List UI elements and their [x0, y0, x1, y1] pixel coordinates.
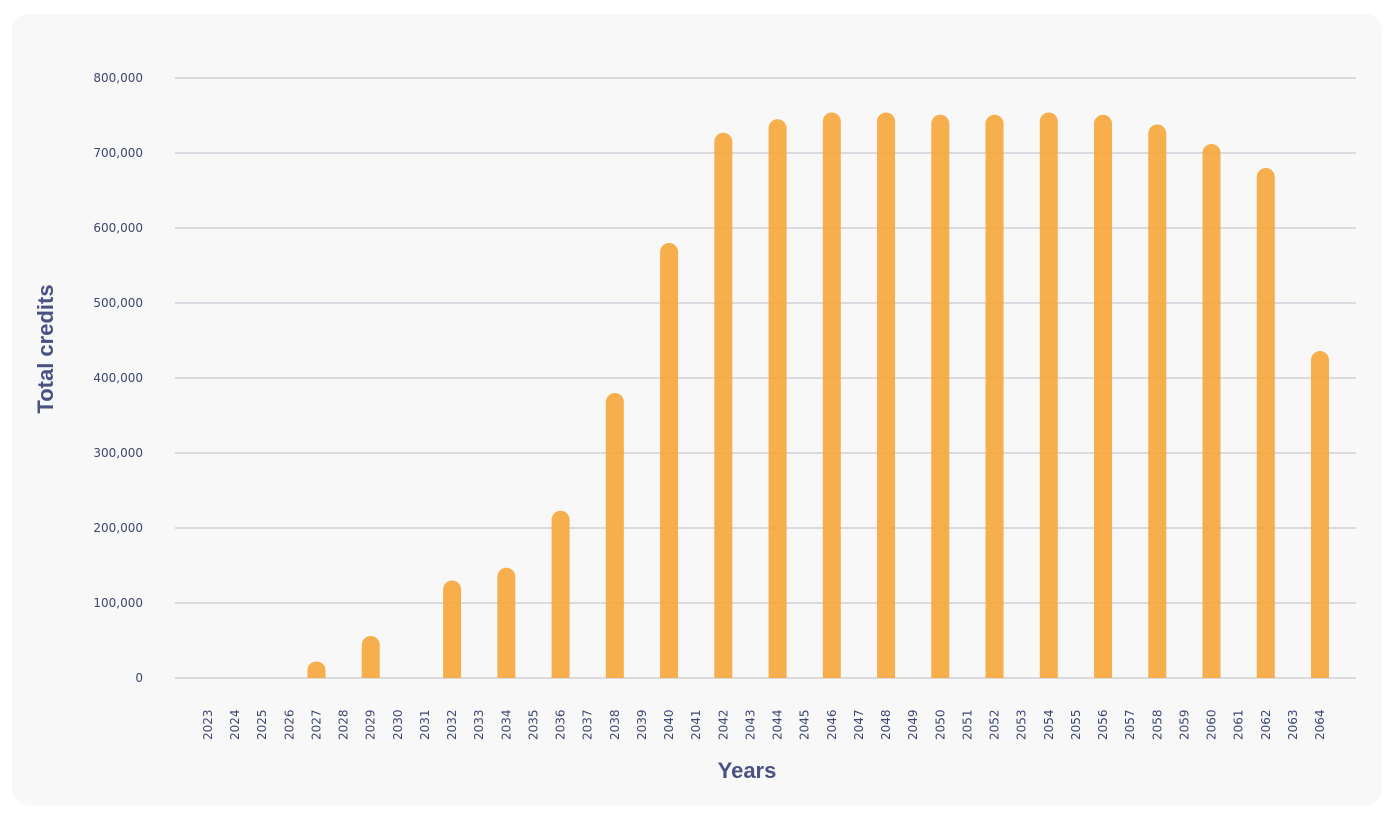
y-tick-label: 800,000	[93, 71, 143, 85]
x-tick-label: 2032	[445, 709, 459, 740]
x-tick-label: 2024	[228, 709, 242, 740]
x-tick-label: 2034	[499, 709, 513, 740]
x-tick-label: 2050	[933, 709, 947, 740]
x-tick-label: 2043	[743, 709, 757, 740]
bar-2046	[822, 112, 841, 678]
bar-2050	[931, 114, 950, 678]
y-tick-label: 400,000	[93, 371, 143, 385]
x-tick-label: 2039	[635, 709, 649, 740]
x-tick-label: 2027	[309, 709, 323, 740]
y-tick-label: 0	[135, 671, 143, 685]
x-tick-label: 2028	[337, 709, 351, 740]
x-tick-label: 2023	[201, 709, 215, 740]
x-tick-label: 2062	[1259, 709, 1273, 740]
y-tick-label: 500,000	[93, 296, 143, 310]
x-tick-label: 2054	[1042, 709, 1056, 740]
x-tick-label: 2048	[879, 709, 893, 740]
x-tick-label: 2046	[825, 709, 839, 740]
bar-2058	[1148, 124, 1167, 678]
bar-2042	[714, 132, 733, 678]
bar-2044	[768, 119, 787, 678]
x-tick-label: 2033	[472, 709, 486, 740]
x-tick-label: 2030	[391, 709, 405, 740]
y-tick-label: 700,000	[93, 146, 143, 160]
bar-2040	[660, 243, 679, 678]
x-tick-label: 2053	[1015, 709, 1029, 740]
x-tick-label: 2038	[608, 709, 622, 740]
bar-2034	[497, 567, 516, 678]
x-tick-label: 2045	[798, 709, 812, 740]
bar-2036	[551, 510, 570, 678]
x-tick-label: 2063	[1286, 709, 1300, 740]
x-tick-label: 2052	[988, 709, 1002, 740]
bar-2060	[1202, 144, 1221, 678]
x-axis-label: Years	[718, 758, 777, 783]
y-tick-label: 600,000	[93, 221, 143, 235]
x-tick-label: 2060	[1205, 709, 1219, 740]
y-tick-label: 100,000	[93, 596, 143, 610]
x-tick-label: 2035	[526, 709, 540, 740]
x-tick-label: 2049	[906, 709, 920, 740]
x-tick-label: 2029	[364, 709, 378, 740]
x-tick-label: 2064	[1313, 709, 1327, 740]
bar-2056	[1094, 114, 1113, 678]
x-tick-label: 2061	[1232, 709, 1246, 740]
bar-2064	[1311, 351, 1329, 678]
x-tick-label: 2037	[581, 709, 595, 740]
x-tick-label: 2026	[282, 709, 296, 740]
x-tick-label: 2055	[1069, 709, 1083, 740]
x-tick-label: 2025	[255, 709, 269, 740]
bar-2054	[1039, 112, 1058, 678]
bar-2032	[443, 580, 462, 678]
bar-2062	[1256, 168, 1275, 678]
y-tick-label: 300,000	[93, 446, 143, 460]
x-tick-label: 2057	[1123, 709, 1137, 740]
x-tick-label: 2047	[852, 709, 866, 740]
x-tick-label: 2058	[1150, 709, 1164, 740]
bar-2048	[877, 112, 896, 678]
y-tick-label: 200,000	[93, 521, 143, 535]
x-tick-label: 2059	[1177, 709, 1191, 740]
x-tick-label: 2040	[662, 709, 676, 740]
x-tick-label: 2036	[554, 709, 568, 740]
bar-2027	[307, 661, 326, 678]
x-tick-label: 2044	[771, 709, 785, 740]
x-tick-label: 2031	[418, 709, 432, 740]
bar-2029	[361, 636, 380, 678]
x-tick-label: 2051	[960, 709, 974, 740]
bar-2038	[605, 393, 624, 678]
x-tick-label: 2041	[689, 709, 703, 740]
x-tick-label: 2056	[1096, 709, 1110, 740]
bar-2052	[985, 114, 1004, 678]
y-axis-label: Total credits	[33, 284, 58, 413]
x-tick-label: 2042	[716, 709, 730, 740]
